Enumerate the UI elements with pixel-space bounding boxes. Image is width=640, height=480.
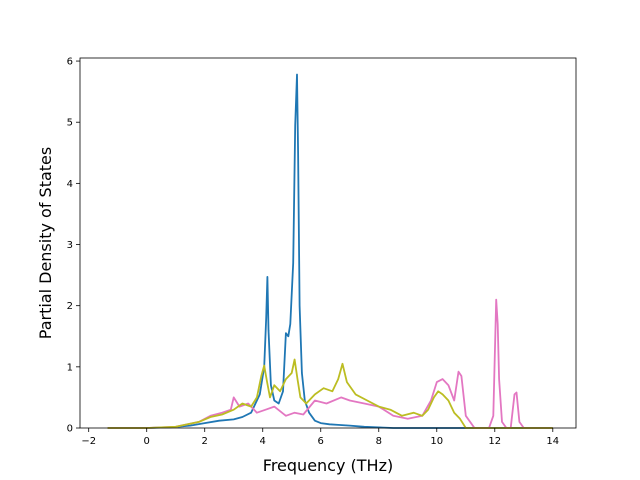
y-axis-ticks: 0 1 2 3 4 5 6	[67, 57, 80, 435]
series-line-2	[107, 298, 553, 429]
y-tick-label: 5	[67, 118, 73, 129]
y-tick-label: 1	[67, 362, 73, 373]
x-tick-label: 8	[376, 436, 382, 447]
series-line-1	[107, 73, 553, 429]
x-tick-label: 12	[488, 436, 501, 447]
x-axis-title: Frequency (THz)	[263, 456, 393, 475]
plot-background	[80, 58, 576, 428]
x-tick-label: 10	[430, 436, 443, 447]
y-axis-title: Partial Density of States	[36, 147, 55, 339]
x-tick-label: 0	[144, 436, 150, 447]
y-tick-label: 6	[67, 57, 73, 68]
y-tick-label: 3	[67, 240, 73, 251]
x-tick-label: −2	[81, 436, 96, 447]
y-tick-label: 2	[67, 301, 73, 312]
x-tick-label: 4	[260, 436, 266, 447]
series-line-3	[107, 358, 553, 429]
series-layer	[107, 73, 553, 429]
x-tick-label: 2	[202, 436, 208, 447]
x-tick-label: 14	[546, 436, 559, 447]
x-axis-ticks: −2 0 2 4 6 8 10 12 14	[81, 428, 559, 447]
y-tick-label: 0	[67, 424, 73, 435]
y-tick-label: 4	[67, 179, 73, 190]
x-tick-label: 6	[318, 436, 324, 447]
plot-frame	[79, 57, 577, 429]
